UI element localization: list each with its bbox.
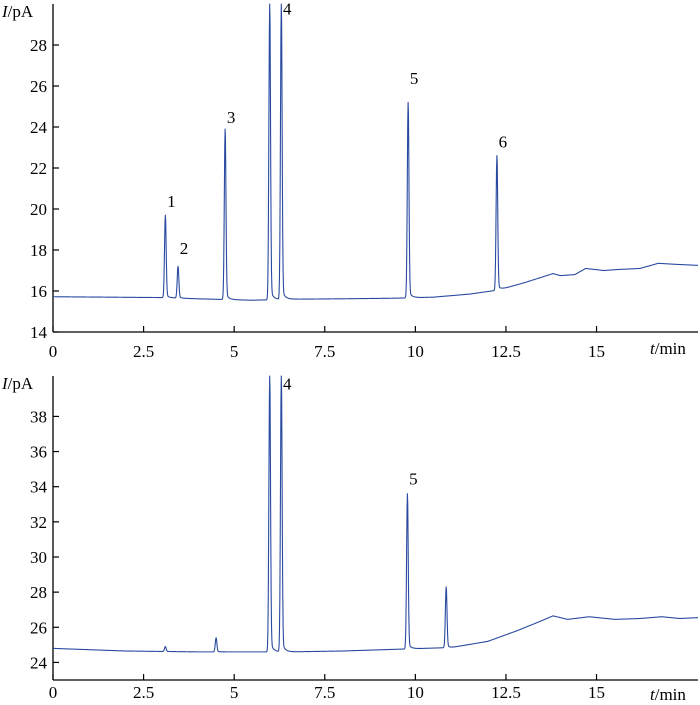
top-y-tick-label: 16 xyxy=(30,282,47,301)
bottom-peak-label-5: 5 xyxy=(409,469,418,488)
bottom-x-axis-symbol: t xyxy=(650,685,656,704)
top-y-tick-label: 18 xyxy=(30,241,47,260)
bottom-x-tick-label: 5 xyxy=(230,683,239,702)
bottom-y-tick-label: 26 xyxy=(30,618,47,637)
bottom-chromatogram-panel: I/pA t/min 0 2.5 5 7.5 10 12.5 15 24 26 28 30 32 34 3… xyxy=(1,374,699,704)
bottom-x-tick-label: 7.5 xyxy=(314,683,335,702)
top-x-tick-label: 5 xyxy=(230,342,239,361)
bottom-x-tick-label: 12.5 xyxy=(491,683,521,702)
bottom-peak-label-4: 4 xyxy=(283,375,292,394)
top-x-tick-label: 2.5 xyxy=(133,342,154,361)
top-chromatogram-panel: I/pA t/min 0 2.5 5 7.5 10 12.5 151416182022242… xyxy=(1,0,699,361)
top-x-tick-label: 10 xyxy=(407,342,424,361)
top-x-tick-label: 12.5 xyxy=(491,342,521,361)
top-x-tick-label: 15 xyxy=(588,342,605,361)
bottom-y-tick-label: 32 xyxy=(30,513,47,532)
bottom-chromatogram-trace xyxy=(52,375,699,653)
top-x-tick-label: 0 xyxy=(49,342,58,361)
top-peak-label-1: 1 xyxy=(167,192,176,211)
bottom-x-tick-label: 10 xyxy=(407,683,424,702)
top-peak-label-4: 4 xyxy=(283,0,292,18)
bottom-y-tick-label: 38 xyxy=(30,407,47,426)
top-y-axis-label: I/pA xyxy=(1,2,34,21)
top-y-axis-unit: /pA xyxy=(8,2,34,21)
top-x-axis-symbol: t xyxy=(650,339,656,358)
top-chromatogram-trace xyxy=(52,3,699,301)
bottom-y-tick-label: 28 xyxy=(30,583,47,602)
bottom-x-tick-label: 15 xyxy=(588,683,605,702)
top-y-tick-label: 28 xyxy=(30,36,47,55)
top-peak-label-3: 3 xyxy=(227,108,236,127)
bottom-y-tick-label: 34 xyxy=(30,478,48,497)
bottom-x-tick-label: 0 xyxy=(49,683,58,702)
bottom-y-axis-label: I/pA xyxy=(1,374,34,393)
top-x-axis-label: t/min xyxy=(650,339,686,358)
top-y-tick-label: 24 xyxy=(30,118,48,137)
top-x-axis-unit: /min xyxy=(655,339,687,358)
bottom-y-axis-symbol: I xyxy=(1,374,9,393)
bottom-y-axis-unit: /pA xyxy=(8,374,34,393)
bottom-y-tick-label: 36 xyxy=(30,443,47,462)
bottom-x-tick-label: 2.5 xyxy=(133,683,154,702)
top-y-tick-label: 26 xyxy=(30,77,47,96)
top-peak-label-5: 5 xyxy=(410,69,419,88)
top-y-tick-label: 20 xyxy=(30,200,47,219)
top-y-tick-label: 14 xyxy=(30,323,48,342)
top-y-axis-symbol: I xyxy=(1,2,9,21)
top-y-tick-label: 22 xyxy=(30,159,47,178)
bottom-y-tick-label: 24 xyxy=(30,653,48,672)
bottom-x-axis-label: t/min xyxy=(650,685,686,704)
top-x-tick-label: 7.5 xyxy=(314,342,335,361)
top-peak-label-6: 6 xyxy=(499,133,508,152)
top-peak-label-2: 2 xyxy=(180,239,189,258)
bottom-x-axis-unit: /min xyxy=(655,685,687,704)
bottom-y-tick-label: 30 xyxy=(30,548,47,567)
